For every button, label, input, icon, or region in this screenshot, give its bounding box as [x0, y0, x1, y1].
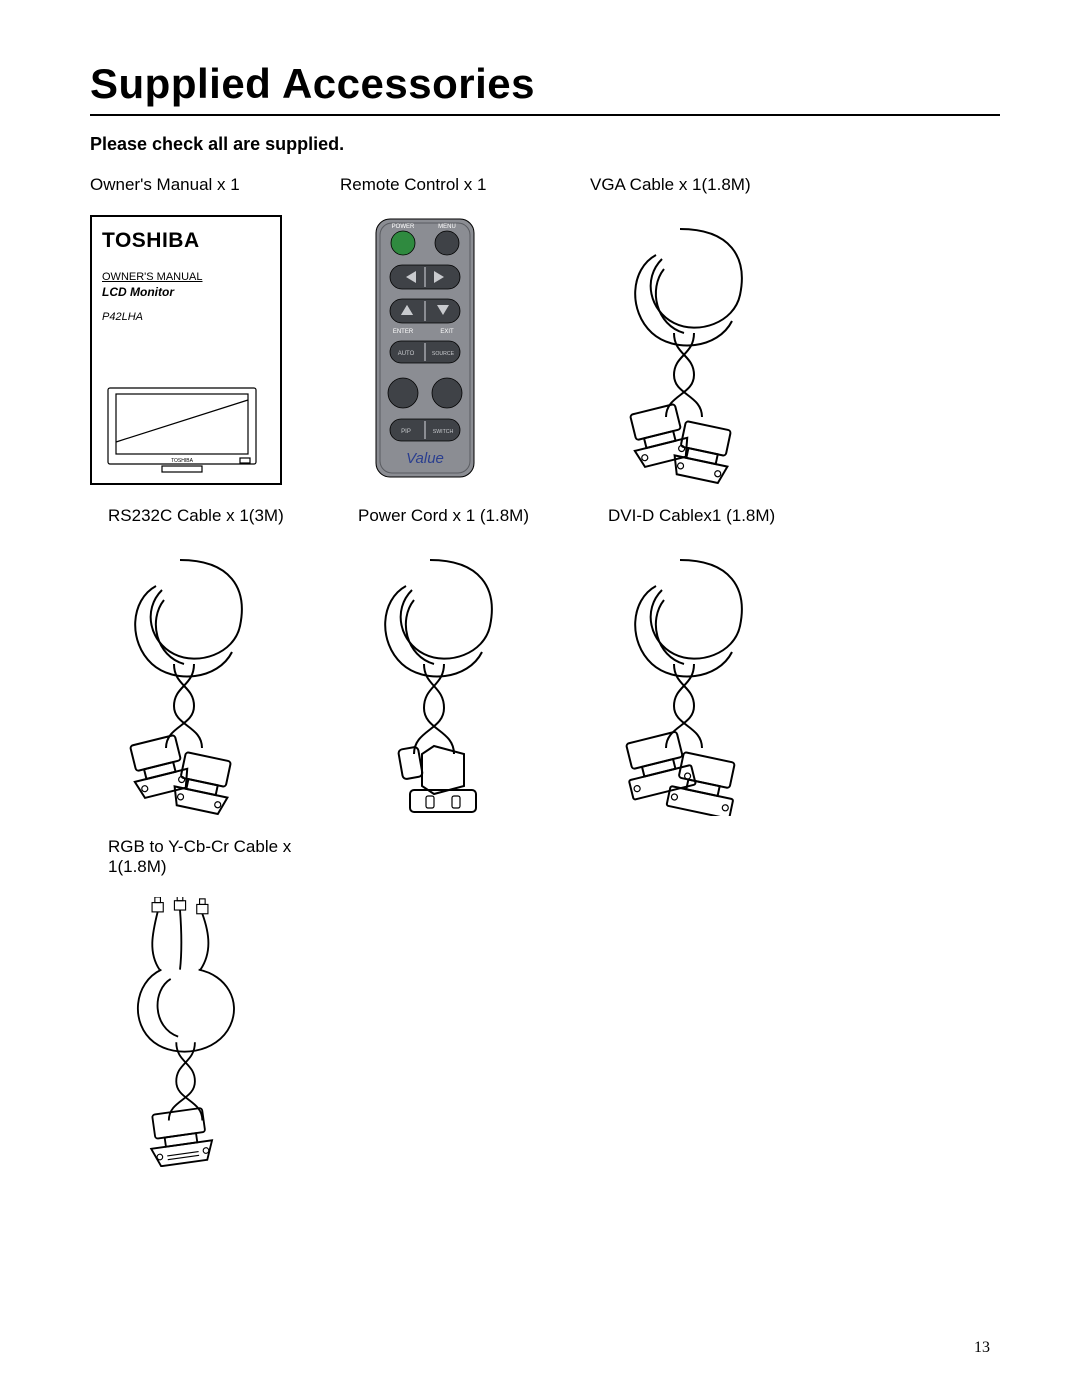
- item-power: Power Cord x 1 (1.8M): [340, 506, 570, 821]
- manual-line3: P42LHA: [102, 311, 270, 323]
- item-label: DVI-D Cablex1 (1.8M): [608, 506, 820, 526]
- subtitle: Please check all are supplied.: [90, 134, 1000, 155]
- manual-line1: OWNER'S MANUAL: [102, 271, 270, 283]
- svg-text:Value: Value: [406, 450, 444, 467]
- svg-text:PIP: PIP: [401, 429, 411, 435]
- item-rgb: RGB to Y-Cb-Cr Cable x 1(1.8M): [90, 837, 320, 1172]
- svg-text:TOSHIBA: TOSHIBA: [171, 458, 194, 464]
- item-label: VGA Cable x 1(1.8M): [590, 175, 820, 195]
- item-label: RS232C Cable x 1(3M): [108, 506, 320, 526]
- page-title: Supplied Accessories: [90, 60, 1000, 116]
- svg-text:SWITCH: SWITCH: [433, 429, 454, 435]
- svg-text:AUTO: AUTO: [398, 351, 415, 357]
- item-remote: Remote Control x 1 POWER MENU: [340, 175, 570, 490]
- brand-logo: TOSHIBA: [102, 229, 270, 253]
- dvi-cable-icon: [590, 546, 770, 816]
- rgb-component-cable-icon: [90, 897, 270, 1167]
- svg-text:MENU: MENU: [438, 224, 456, 230]
- item-manual: Owner's Manual x 1 TOSHIBA OWNER'S MANUA…: [90, 175, 320, 490]
- item-label: Owner's Manual x 1: [90, 175, 320, 195]
- item-dvi: DVI-D Cablex1 (1.8M): [590, 506, 820, 821]
- item-label: Remote Control x 1: [340, 175, 570, 195]
- svg-text:POWER: POWER: [392, 224, 415, 230]
- manual-cover-icon: TOSHIBA OWNER'S MANUAL LCD Monitor P42LH…: [90, 215, 282, 485]
- page-number: 13: [974, 1339, 990, 1357]
- remote-control-icon: POWER MENU ENTER EXIT: [370, 215, 480, 485]
- svg-text:ENTER: ENTER: [393, 329, 414, 335]
- monitor-icon: TOSHIBA: [102, 382, 262, 477]
- rs232-cable-icon: [90, 546, 270, 816]
- svg-text:EXIT: EXIT: [440, 329, 454, 335]
- item-vga: VGA Cable x 1(1.8M): [590, 175, 820, 490]
- vga-cable-icon: [590, 215, 770, 485]
- item-label: Power Cord x 1 (1.8M): [358, 506, 570, 526]
- item-label: RGB to Y-Cb-Cr Cable x 1(1.8M): [108, 837, 320, 877]
- item-rs232: RS232C Cable x 1(3M): [90, 506, 320, 821]
- manual-line2: LCD Monitor: [102, 285, 270, 299]
- power-cord-icon: [340, 546, 520, 816]
- svg-text:SOURCE: SOURCE: [432, 351, 455, 357]
